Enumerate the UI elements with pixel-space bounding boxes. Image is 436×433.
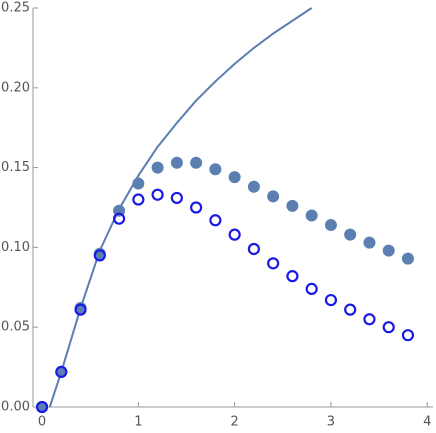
point [112, 212, 126, 225]
point [324, 219, 337, 232]
point [286, 199, 299, 212]
point [305, 282, 318, 295]
y-tick-label: 0.20 [1, 80, 30, 95]
point [324, 293, 338, 307]
x-tick-label: 3 [327, 415, 335, 430]
point [228, 228, 241, 241]
point [363, 236, 376, 249]
point [401, 252, 414, 265]
point [363, 313, 376, 326]
point [151, 188, 164, 201]
point [382, 244, 395, 257]
point [170, 191, 183, 205]
point [132, 177, 145, 190]
x-tick-label: 0 [38, 415, 46, 430]
point [401, 329, 415, 342]
point [247, 180, 260, 193]
point [286, 270, 299, 283]
point [74, 303, 87, 316]
curve [48, 7, 313, 408]
point [132, 193, 145, 206]
point [55, 365, 68, 378]
point [382, 321, 395, 334]
y-tick-label: 0.00 [1, 400, 30, 415]
x-tick-label: 2 [230, 415, 238, 430]
point [344, 228, 357, 241]
point [267, 190, 280, 203]
point [190, 201, 203, 214]
point [170, 156, 183, 169]
point [209, 163, 222, 176]
y-tick-label: 0.15 [1, 160, 30, 175]
point [247, 242, 260, 256]
y-tick-label: 0.05 [1, 320, 30, 335]
y-tick-label: 0.25 [1, 1, 30, 16]
point [228, 171, 241, 184]
x-tick-label: 4 [423, 415, 431, 430]
point [209, 214, 222, 227]
point [190, 156, 203, 169]
point [344, 303, 357, 316]
y-tick-label: 0.10 [1, 240, 30, 255]
point [267, 257, 280, 270]
x-tick-label: 1 [134, 415, 142, 430]
point [93, 249, 106, 262]
point [35, 400, 49, 414]
point [151, 161, 164, 174]
point [305, 209, 318, 222]
